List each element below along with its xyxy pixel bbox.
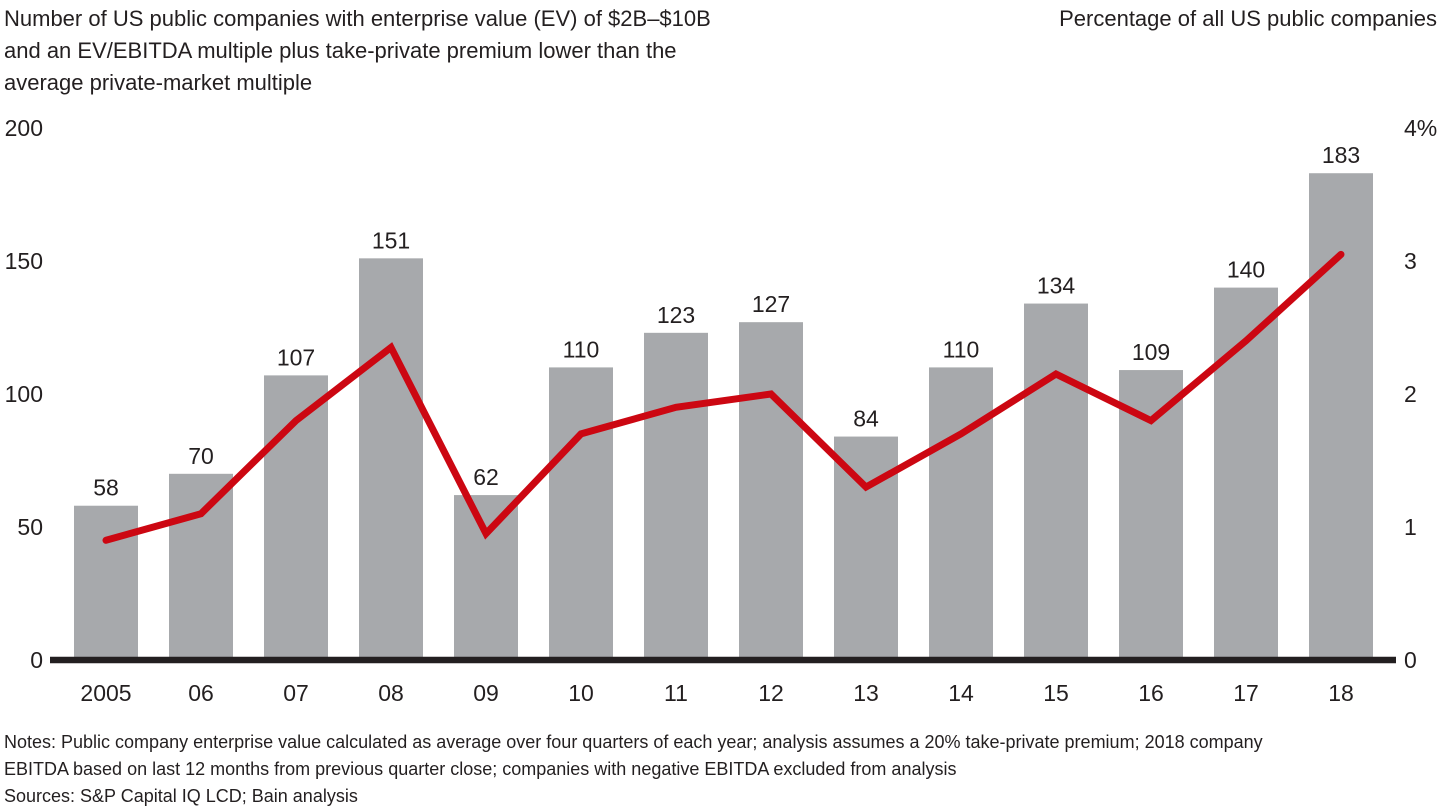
bar-value-label-06: 70: [188, 443, 214, 469]
notes-line1: Notes: Public company enterprise value c…: [4, 732, 1263, 752]
bar-value-label-09: 62: [473, 464, 499, 490]
left-axis-tick-0: 0: [30, 647, 43, 673]
x-axis-label-13: 13: [853, 680, 879, 706]
x-axis-label-07: 07: [283, 680, 309, 706]
right-axis-tick-2: 2: [1404, 381, 1417, 407]
bar-13: [834, 436, 898, 660]
bar-12: [739, 322, 803, 660]
chart-title-right: Percentage of all US public companies: [1059, 6, 1437, 31]
right-axis-tick-1: 1: [1404, 514, 1417, 540]
bar-17: [1214, 287, 1278, 660]
x-axis-line: [50, 656, 1396, 664]
bar-value-label-2005: 58: [93, 475, 119, 501]
bar-value-label-10: 110: [563, 336, 600, 362]
bar-value-label-08: 151: [372, 227, 410, 253]
bar-value-label-11: 123: [657, 302, 695, 328]
bar-2005: [74, 505, 138, 660]
bar-15: [1024, 303, 1088, 660]
x-axis-label-16: 16: [1138, 680, 1164, 706]
x-axis-label-17: 17: [1233, 680, 1259, 706]
bar-value-label-14: 110: [943, 336, 980, 362]
bar-10: [549, 367, 613, 660]
percentage-line: [102, 250, 1345, 544]
right-axis-tick-3: 3: [1404, 248, 1417, 274]
bar-value-label-13: 84: [853, 406, 879, 432]
left-axis-tick-150: 150: [5, 248, 43, 274]
bar-11: [644, 332, 708, 660]
x-axis-label-11: 11: [664, 680, 688, 706]
sources-line: Sources: S&P Capital IQ LCD; Bain analys…: [4, 786, 358, 806]
x-axis-label-09: 09: [473, 680, 499, 706]
bar-value-label-18: 183: [1322, 142, 1360, 168]
chart-footnotes: Notes: Public company enterprise value c…: [4, 729, 1263, 810]
bar-08: [359, 258, 423, 660]
left-axis-tick-100: 100: [5, 381, 43, 407]
bar-14: [929, 367, 993, 660]
bar-value-label-15: 134: [1037, 273, 1076, 299]
bar-18: [1309, 173, 1373, 660]
chart-title-left-line1: Number of US public companies with enter…: [4, 6, 711, 31]
bar-09: [454, 495, 518, 660]
left-axis-tick-200: 200: [5, 115, 43, 141]
x-axis-label-08: 08: [378, 680, 404, 706]
right-axis-tick-4%: 4%: [1404, 115, 1437, 141]
chart-title-left-line2: and an EV/EBITDA multiple plus take-priv…: [4, 38, 677, 63]
x-axis-label-15: 15: [1043, 680, 1069, 706]
chart-title-left-line3: average private-market multiple: [4, 70, 313, 95]
bar-value-label-16: 109: [1132, 339, 1170, 365]
x-axis-label-06: 06: [188, 680, 214, 706]
notes-line2: EBITDA based on last 12 months from prev…: [4, 759, 957, 779]
x-axis-label-2005: 2005: [80, 680, 131, 706]
bar-16: [1119, 370, 1183, 660]
x-axis-label-14: 14: [948, 680, 974, 706]
right-axis-tick-0: 0: [1404, 647, 1417, 673]
bar-value-label-12: 127: [752, 291, 790, 317]
chart-title-left: Number of US public companies with enter…: [4, 3, 844, 99]
bar-06: [169, 473, 233, 660]
bar-value-label-07: 107: [277, 344, 315, 370]
bar-value-label-17: 140: [1227, 257, 1265, 283]
x-axis-label-10: 10: [568, 680, 594, 706]
x-axis-label-12: 12: [758, 680, 784, 706]
x-axis-label-18: 18: [1328, 680, 1354, 706]
left-axis-tick-50: 50: [17, 514, 43, 540]
